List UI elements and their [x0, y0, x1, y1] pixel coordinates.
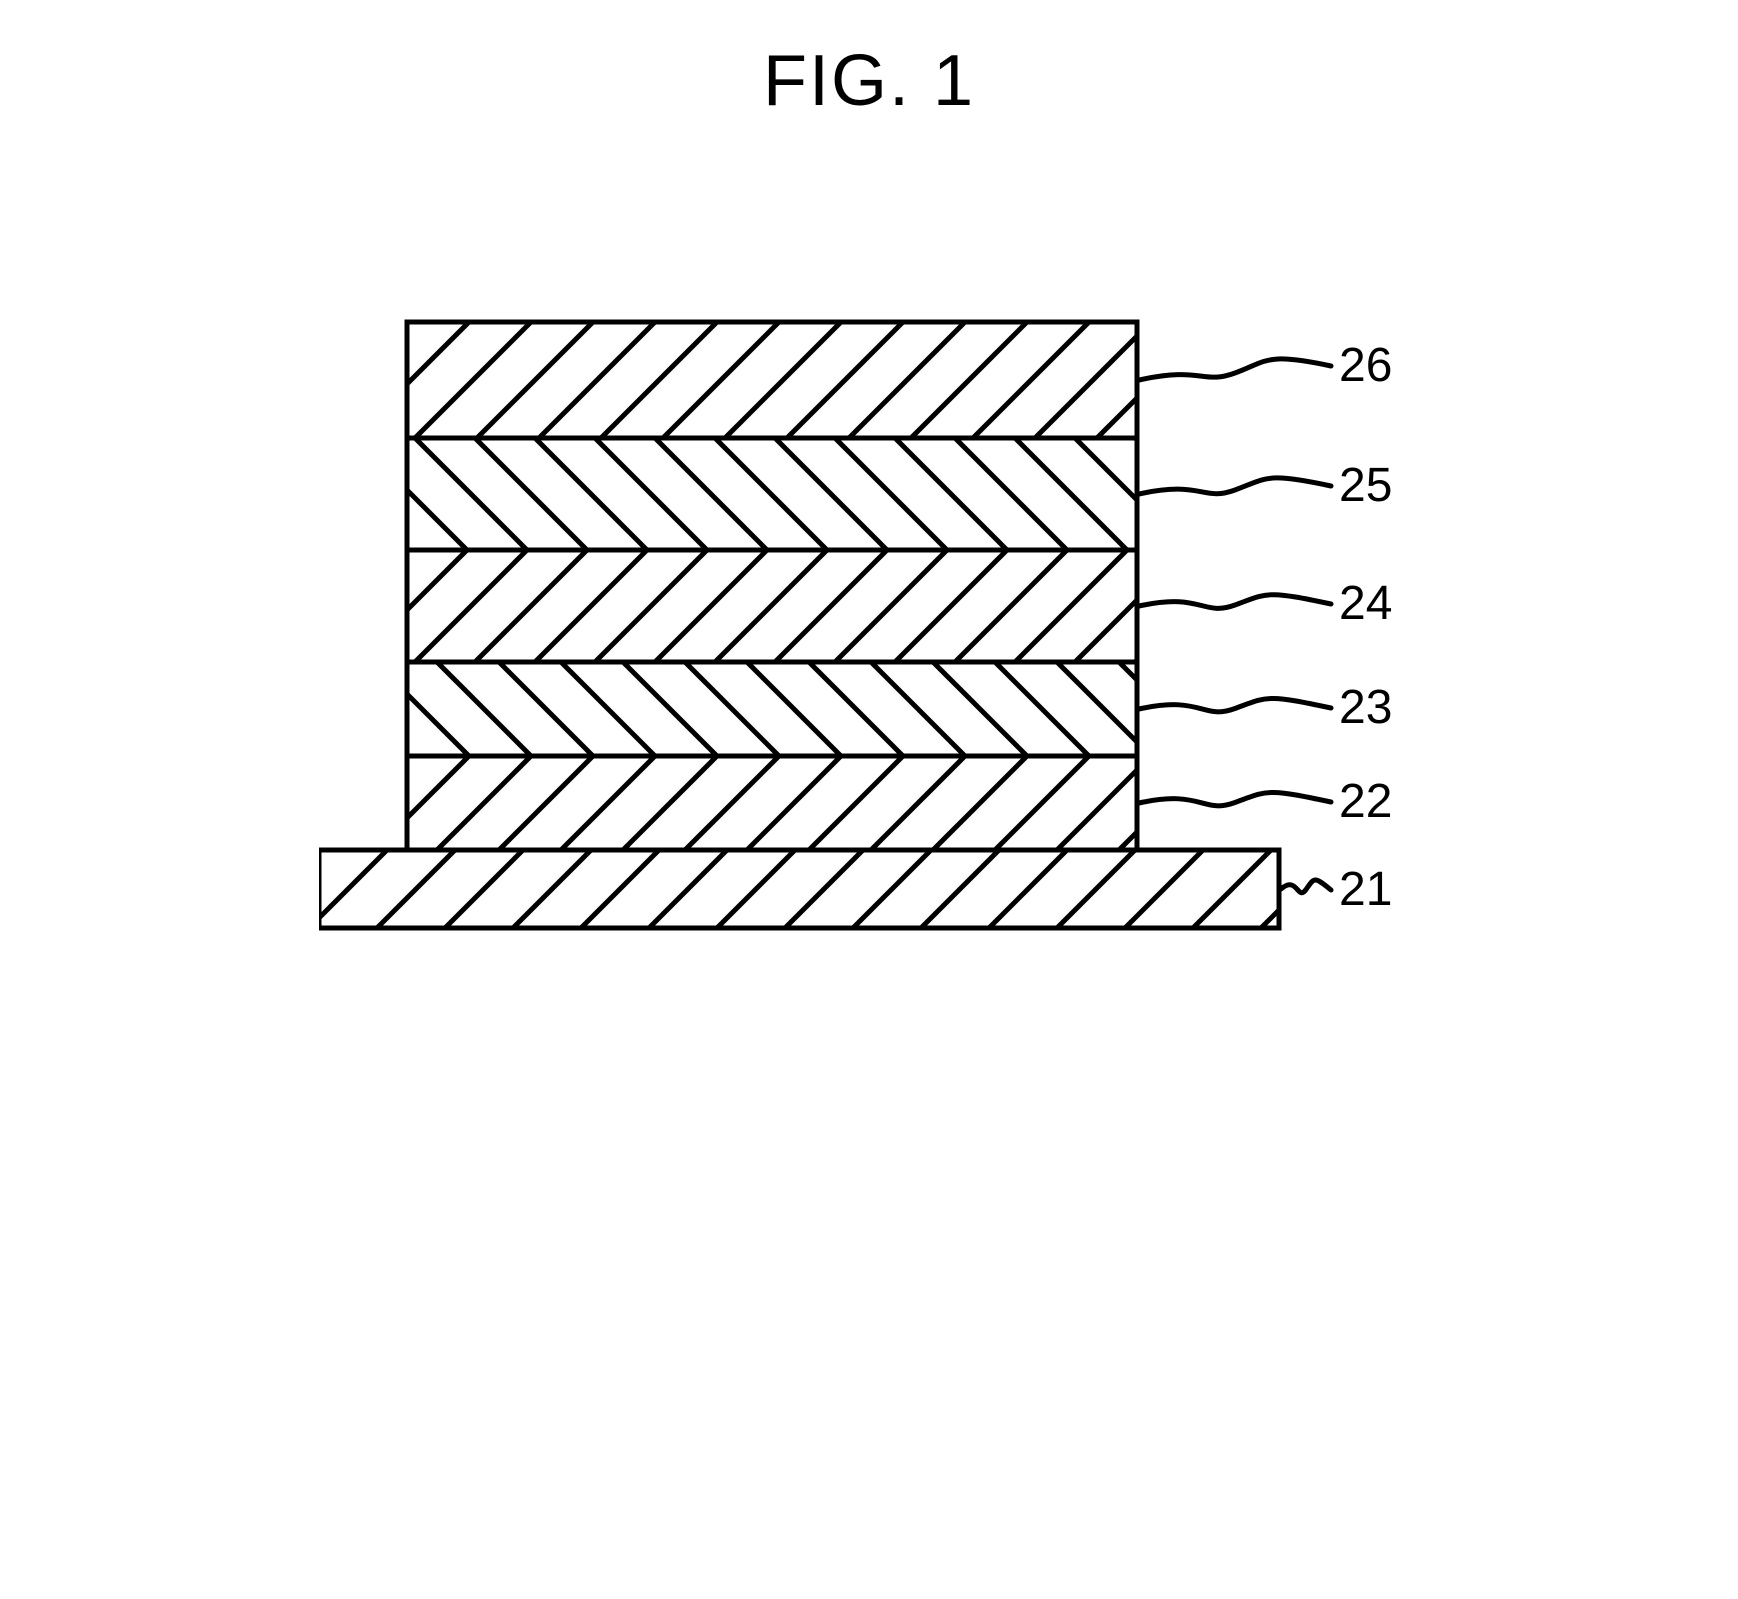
layer-label-24: 24: [1339, 576, 1392, 631]
layer-label-26: 26: [1339, 338, 1392, 393]
layer-label-23: 23: [1339, 680, 1392, 735]
layer-diagram: 26 25 24 23 22 21: [319, 302, 1419, 942]
diagram-svg: [319, 302, 1419, 942]
layer-label-25: 25: [1339, 458, 1392, 513]
figure: FIG. 1 26 25 24 23 22 21: [319, 40, 1419, 942]
figure-title: FIG. 1: [319, 40, 1419, 122]
layer-label-22: 22: [1339, 774, 1392, 829]
layer-label-21: 21: [1339, 862, 1392, 917]
